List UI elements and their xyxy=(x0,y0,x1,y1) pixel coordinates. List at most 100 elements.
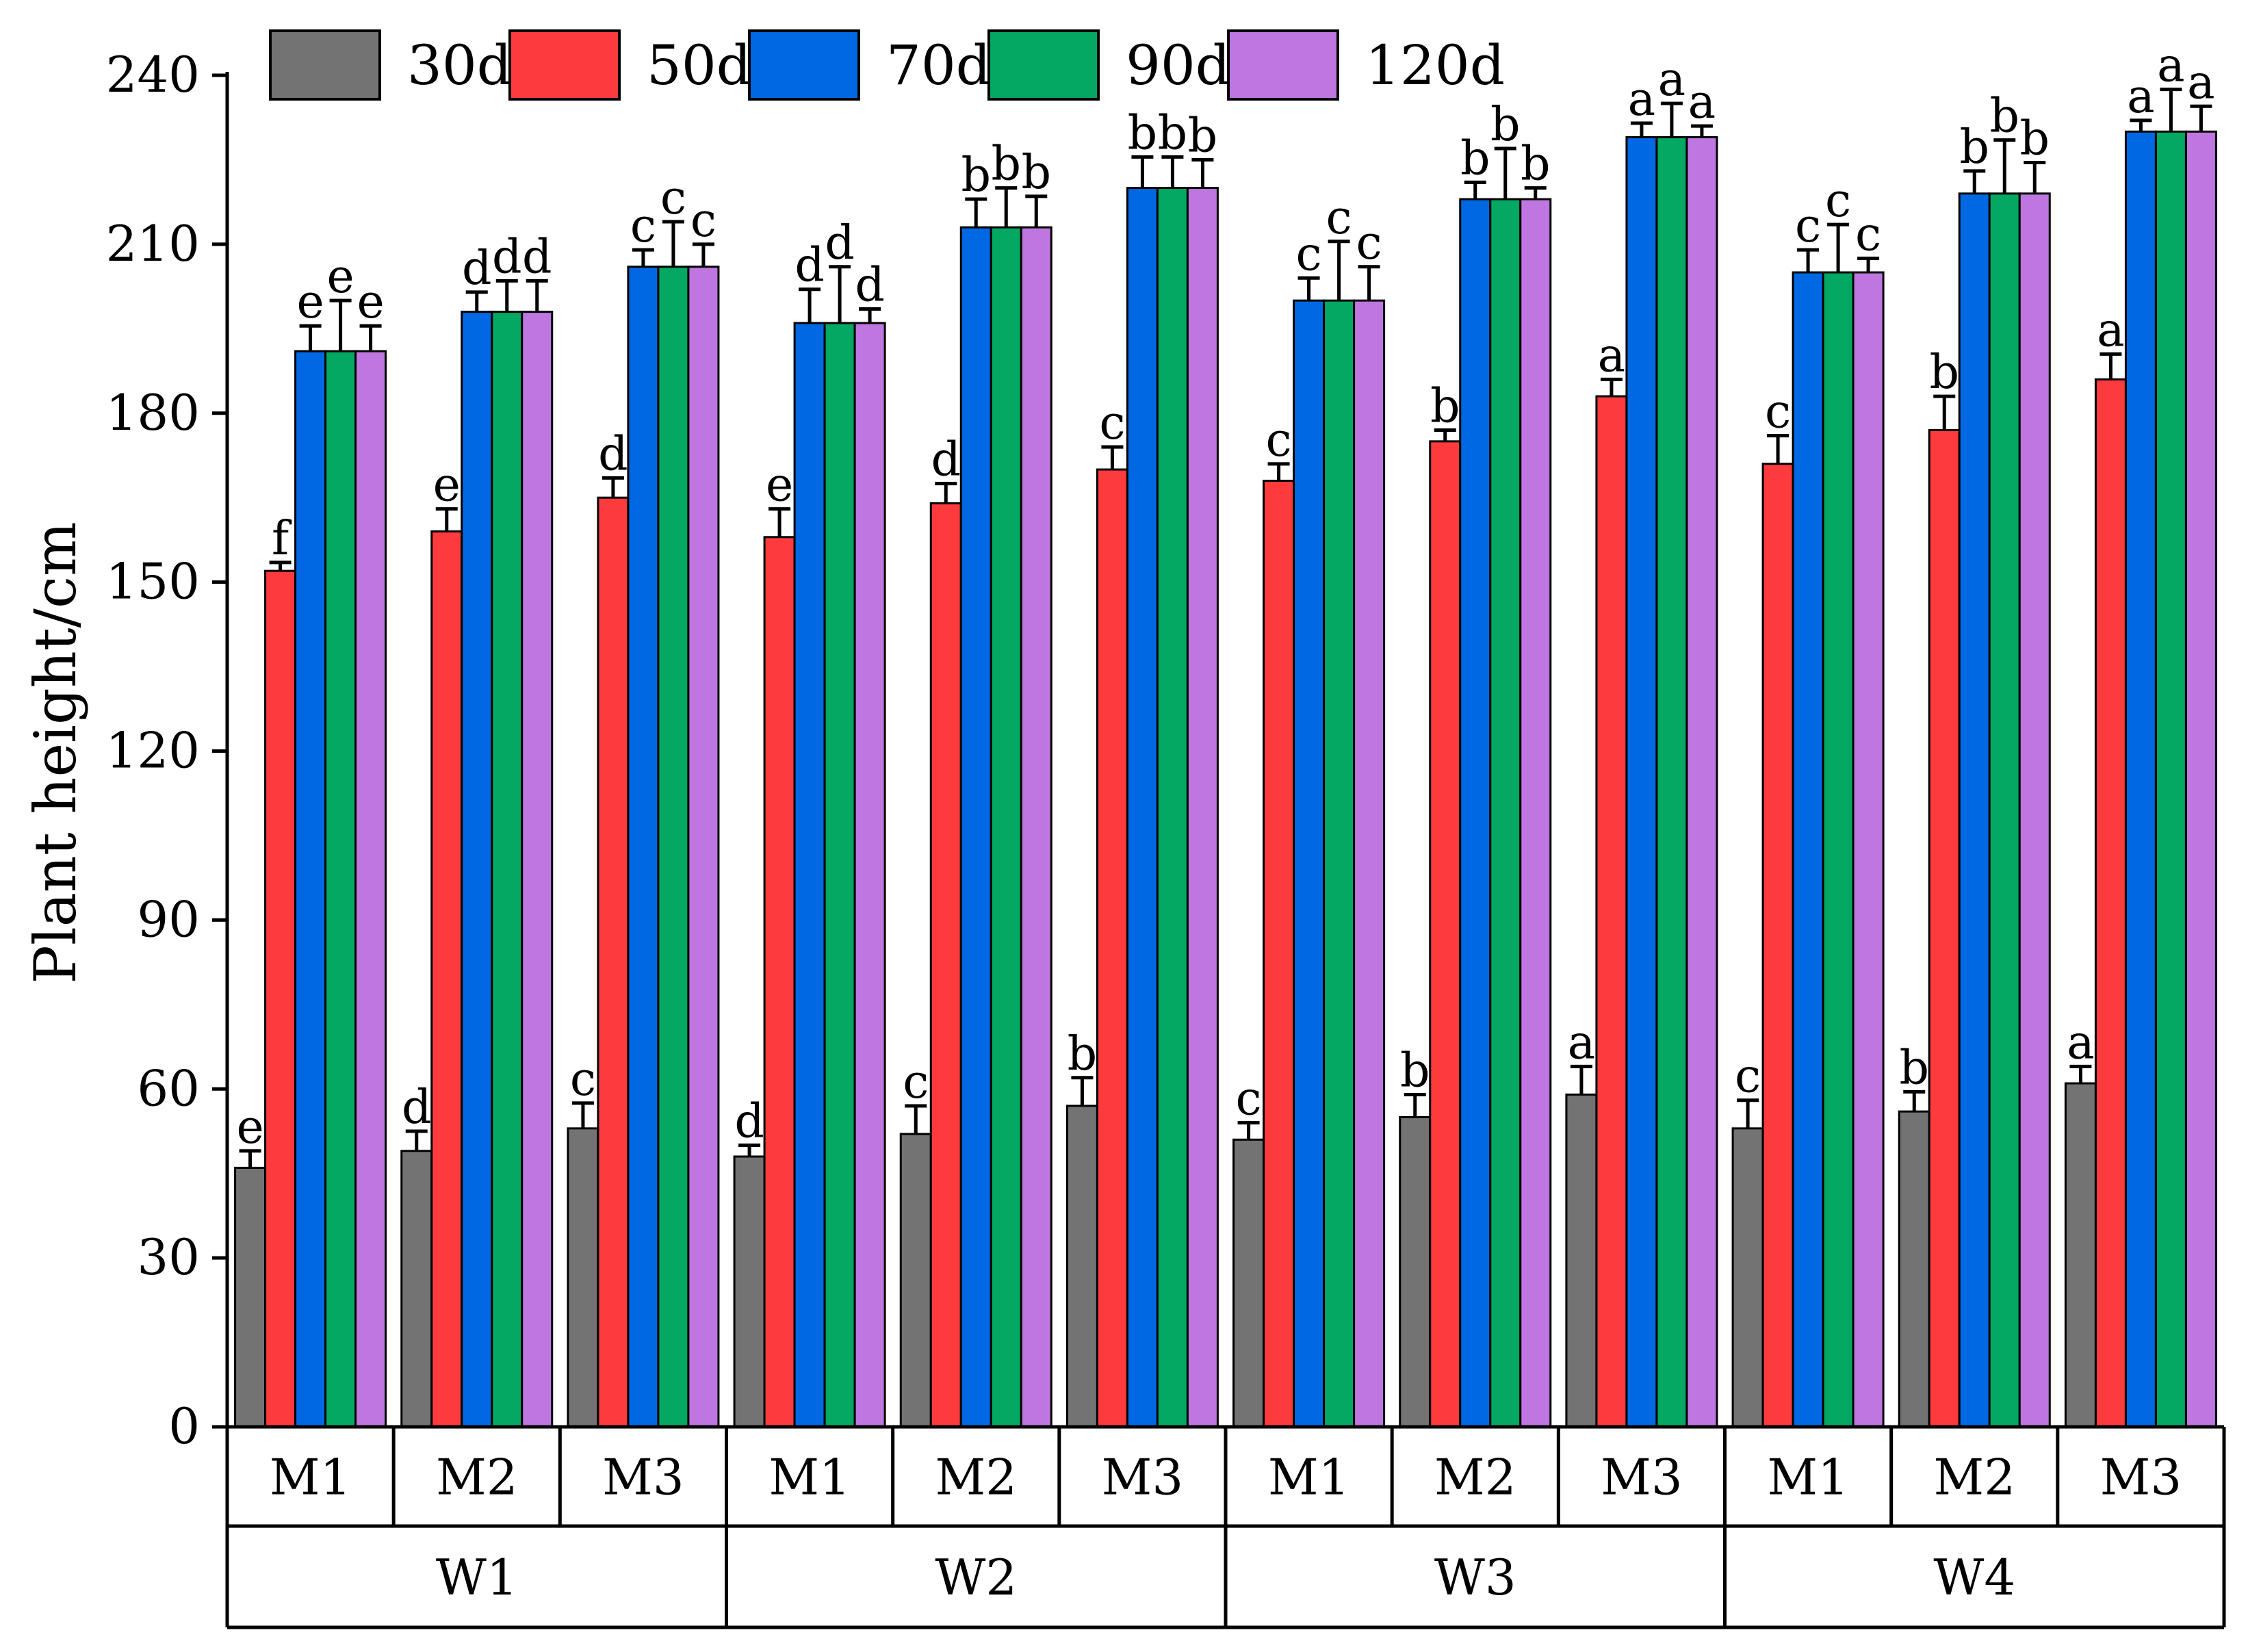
significance-letter: b xyxy=(1158,106,1188,160)
significance-letter: a xyxy=(1688,75,1716,129)
bar xyxy=(400,1150,433,1428)
x-group-label: W1 xyxy=(436,1549,518,1606)
significance-letter: a xyxy=(2067,1016,2095,1070)
bar xyxy=(294,350,327,1428)
bar xyxy=(1685,136,1718,1428)
significance-letter: b xyxy=(2019,112,2050,166)
significance-letter: d xyxy=(855,259,885,313)
y-tick-label: 60 xyxy=(137,1059,200,1117)
bar xyxy=(234,1166,267,1428)
x-subcategory-label: M2 xyxy=(436,1449,518,1506)
y-tick-label: 240 xyxy=(106,46,200,103)
bar xyxy=(1126,187,1159,1428)
y-tick-label: 120 xyxy=(106,722,200,779)
y-tick-label: 0 xyxy=(168,1397,200,1455)
significance-letter: a xyxy=(1598,328,1626,383)
significance-letter: c xyxy=(660,171,686,225)
significance-letter: b xyxy=(1400,1044,1430,1098)
significance-letter: b xyxy=(1490,98,1521,152)
bar xyxy=(2184,130,2217,1428)
bar xyxy=(1429,440,1462,1428)
x-subcategory-label: M3 xyxy=(1102,1449,1184,1506)
bar xyxy=(793,322,826,1428)
bar xyxy=(1065,1105,1098,1428)
y-tick-label: 30 xyxy=(137,1228,200,1286)
bar xyxy=(1595,395,1628,1428)
x-subcategory-label: M2 xyxy=(935,1449,1017,1506)
legend-label: 50d xyxy=(647,34,751,97)
significance-letter: c xyxy=(1296,227,1322,281)
bar xyxy=(1186,187,1219,1428)
significance-letter: a xyxy=(2157,39,2185,93)
x-group-label: W4 xyxy=(1933,1549,2015,1606)
significance-letter: b xyxy=(1989,90,2019,144)
significance-letter: d xyxy=(931,433,961,487)
significance-letter: d xyxy=(734,1095,764,1149)
significance-letter: e xyxy=(357,275,384,329)
significance-letter: a xyxy=(1628,73,1656,127)
bar xyxy=(2064,1082,2097,1428)
bar xyxy=(990,226,1022,1428)
significance-letter: c xyxy=(1266,413,1292,467)
significance-letter: b xyxy=(1188,109,1218,163)
bar xyxy=(597,496,630,1428)
bar xyxy=(853,322,886,1428)
significance-letter: e xyxy=(766,459,793,513)
bar xyxy=(1263,480,1295,1428)
error-bars-layer xyxy=(239,88,2212,1168)
bar xyxy=(929,502,962,1428)
x-axis-category-table: M1 M2 M3 W1 M1 M2 M3 W2 M1 M2 M3 W3 M1 M2 M3 W4 xyxy=(225,1425,2226,1629)
significance-letter: b xyxy=(1521,138,1551,192)
bar xyxy=(1096,468,1128,1428)
bar xyxy=(324,350,357,1428)
bar xyxy=(1822,271,1855,1428)
y-tick-label: 150 xyxy=(106,553,200,610)
significance-letter: b xyxy=(1128,106,1158,160)
bar xyxy=(430,530,463,1428)
x-subcategory-label: M3 xyxy=(1601,1449,1683,1506)
bar xyxy=(687,266,720,1428)
significance-letter: d xyxy=(462,242,492,296)
bar xyxy=(491,311,524,1428)
significance-letter: a xyxy=(2187,55,2215,109)
significance-letter: e xyxy=(236,1100,263,1154)
significance-letter: c xyxy=(1795,199,1821,253)
bar xyxy=(1792,271,1824,1428)
bar xyxy=(1958,192,1991,1428)
significance-letter: b xyxy=(1899,1041,1929,1095)
significance-letter: d xyxy=(522,230,552,284)
significance-letter: c xyxy=(1326,191,1352,245)
significance-letter: a xyxy=(2127,70,2155,124)
bar xyxy=(959,226,992,1428)
bar xyxy=(627,266,660,1428)
significance-letter: c xyxy=(1765,385,1791,439)
bar xyxy=(1323,299,1356,1428)
bar xyxy=(1020,226,1052,1428)
significance-letter: b xyxy=(991,138,1021,192)
x-subcategory-label: M2 xyxy=(1434,1449,1516,1506)
significance-letter: c xyxy=(570,1053,596,1107)
significance-letter: e xyxy=(296,275,324,329)
significance-letter: e xyxy=(326,250,354,304)
legend-swatch xyxy=(748,29,860,101)
significance-letter: b xyxy=(1460,131,1490,185)
bar xyxy=(1761,463,1794,1428)
x-subcategory-label: M1 xyxy=(768,1449,851,1506)
bar xyxy=(1459,198,1492,1428)
bar xyxy=(733,1155,766,1428)
bars-layer xyxy=(234,130,2217,1428)
significance-letter: d xyxy=(598,427,628,481)
x-group-label: W3 xyxy=(1434,1549,1516,1606)
bar xyxy=(823,322,856,1428)
significance-letter: b xyxy=(1021,146,1051,200)
significance-letter: c xyxy=(903,1055,929,1109)
significance-letter: d xyxy=(492,230,522,284)
y-tick-label: 210 xyxy=(106,215,200,272)
bar xyxy=(1731,1127,1764,1428)
legend-label: 70d xyxy=(886,34,991,97)
x-subcategory-label: M2 xyxy=(1933,1449,2015,1506)
legend-swatch xyxy=(1227,29,1339,101)
bar xyxy=(2124,130,2157,1428)
x-group-label: W2 xyxy=(935,1549,1017,1606)
